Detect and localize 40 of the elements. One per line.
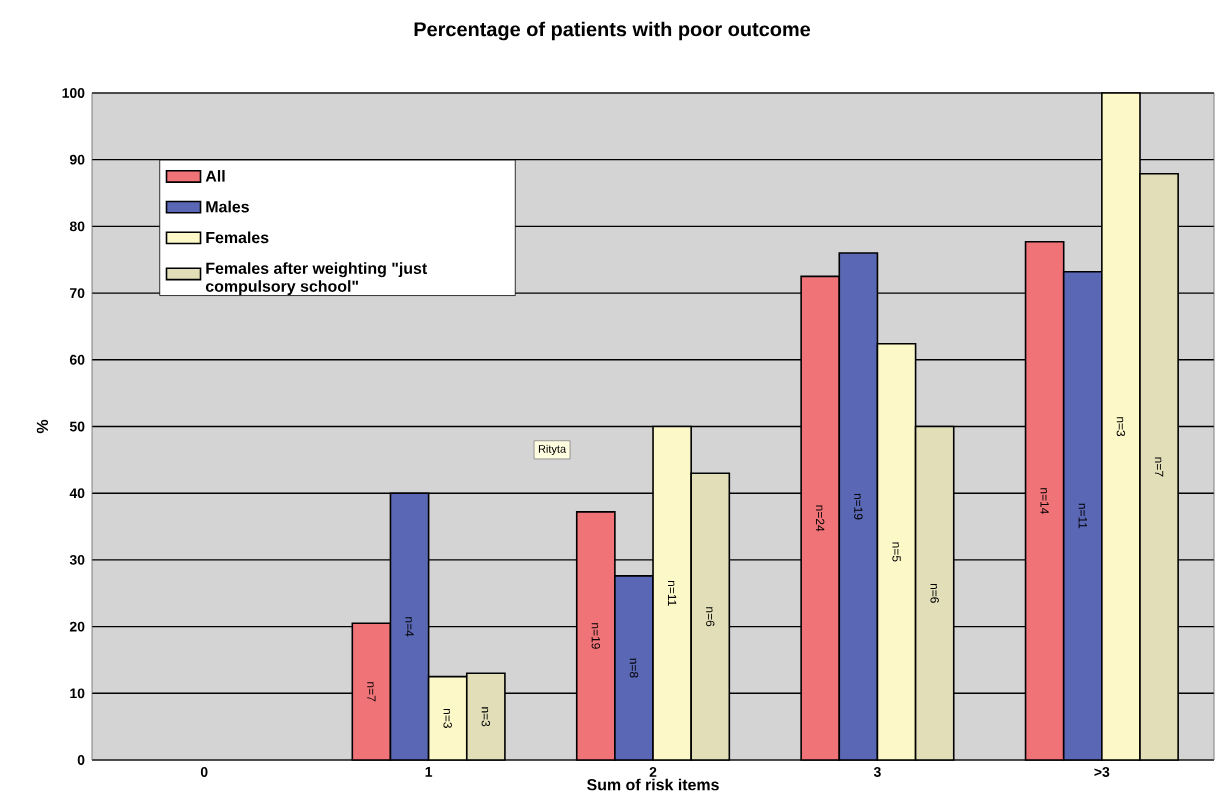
annotation: n=7: [1154, 457, 1164, 477]
annotation: n=11: [1078, 503, 1087, 529]
annotation: n=3: [1116, 417, 1126, 437]
y-tick-label: 30: [69, 554, 85, 565]
y-tick-label: 50: [69, 421, 85, 432]
annotation: n=24: [816, 505, 825, 532]
x-tick-label: 2: [649, 767, 657, 777]
annotation: n=8: [629, 658, 639, 678]
x-tick-label: >3: [1094, 767, 1110, 777]
y-tick-label: 80: [69, 221, 85, 232]
annotation: n=11: [667, 581, 677, 606]
y-tick-label: 70: [70, 288, 85, 299]
annotation: Rityta: [538, 444, 567, 455]
annotation: n=19: [591, 623, 601, 649]
legend-label: Females: [206, 231, 269, 244]
annotation: n=5: [892, 542, 901, 562]
y-tick-label: 10: [70, 688, 85, 699]
y-tick-label: 0: [77, 755, 85, 765]
annotation: n=7: [367, 682, 376, 702]
chart-title: Percentage of patients with poor outcome: [414, 21, 811, 41]
annotation: n=3: [481, 707, 491, 727]
legend-label: Males: [206, 200, 249, 213]
annotation: n=6: [706, 607, 715, 627]
legend-label: Females after weighting "just compulsory school": [205, 262, 428, 296]
annotation: n=3: [443, 708, 452, 728]
annotation: n=4: [405, 617, 414, 637]
y-tick-label: 90: [69, 154, 85, 165]
x-tick-label: 3: [873, 767, 881, 777]
y-tick-label: 60: [69, 354, 85, 365]
y-tick-label: 100: [62, 88, 85, 98]
x-tick-label: 1: [425, 767, 433, 777]
y-tick-label: 20: [69, 621, 85, 632]
annotation: n=14: [1040, 488, 1049, 514]
x-axis-title: Sum of risk items: [587, 778, 719, 791]
x-tick-label: 0: [200, 767, 208, 777]
y-axis-title: %: [36, 419, 49, 434]
legend-label: All: [205, 170, 225, 182]
y-tick-label: 40: [69, 488, 85, 499]
annotation: n=19: [854, 493, 863, 520]
annotation: n=6: [930, 583, 939, 603]
